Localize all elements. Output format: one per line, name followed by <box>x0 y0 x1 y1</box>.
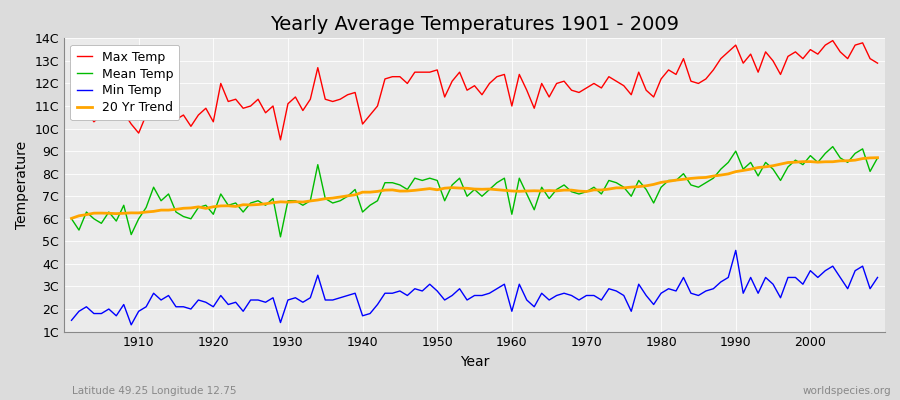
Max Temp <box>507 104 517 108</box>
20 Yr Trend <box>290 199 301 204</box>
X-axis label: Year: Year <box>460 355 490 369</box>
Mean Temp <box>827 144 838 149</box>
Max Temp <box>514 72 525 77</box>
Legend: Max Temp, Mean Temp, Min Temp, 20 Yr Trend: Max Temp, Mean Temp, Min Temp, 20 Yr Tre… <box>70 44 179 120</box>
Mean Temp <box>66 216 77 221</box>
Min Temp <box>66 318 77 323</box>
Mean Temp <box>604 178 615 183</box>
Max Temp <box>126 122 137 126</box>
Line: Mean Temp: Mean Temp <box>71 147 878 237</box>
Max Temp <box>275 138 286 142</box>
20 Yr Trend <box>507 188 517 193</box>
Mean Temp <box>275 234 286 239</box>
20 Yr Trend <box>596 188 607 192</box>
Min Temp <box>604 286 615 291</box>
Line: 20 Yr Trend: 20 Yr Trend <box>71 158 878 218</box>
Min Temp <box>730 248 741 253</box>
Mean Temp <box>342 194 353 199</box>
Line: Min Temp: Min Temp <box>71 250 878 325</box>
Title: Yearly Average Temperatures 1901 - 2009: Yearly Average Temperatures 1901 - 2009 <box>270 15 679 34</box>
Min Temp <box>126 322 137 327</box>
Mean Temp <box>507 212 517 217</box>
Min Temp <box>514 282 525 287</box>
Text: worldspecies.org: worldspecies.org <box>803 386 891 396</box>
20 Yr Trend <box>872 155 883 160</box>
Min Temp <box>298 300 309 305</box>
Mean Temp <box>872 156 883 160</box>
Max Temp <box>604 74 615 79</box>
Max Temp <box>66 92 77 97</box>
Min Temp <box>507 309 517 314</box>
Min Temp <box>342 293 353 298</box>
Mean Temp <box>126 232 137 237</box>
20 Yr Trend <box>335 194 346 199</box>
Mean Temp <box>298 203 309 208</box>
Max Temp <box>298 108 309 113</box>
20 Yr Trend <box>126 210 137 215</box>
Min Temp <box>133 309 144 314</box>
Line: Max Temp: Max Temp <box>71 40 878 140</box>
Max Temp <box>342 92 353 97</box>
Mean Temp <box>514 176 525 180</box>
Max Temp <box>872 61 883 66</box>
Y-axis label: Temperature: Temperature <box>15 141 29 229</box>
Max Temp <box>827 38 838 43</box>
20 Yr Trend <box>499 188 509 193</box>
Min Temp <box>872 275 883 280</box>
Text: Latitude 49.25 Longitude 12.75: Latitude 49.25 Longitude 12.75 <box>72 386 237 396</box>
20 Yr Trend <box>66 216 77 221</box>
